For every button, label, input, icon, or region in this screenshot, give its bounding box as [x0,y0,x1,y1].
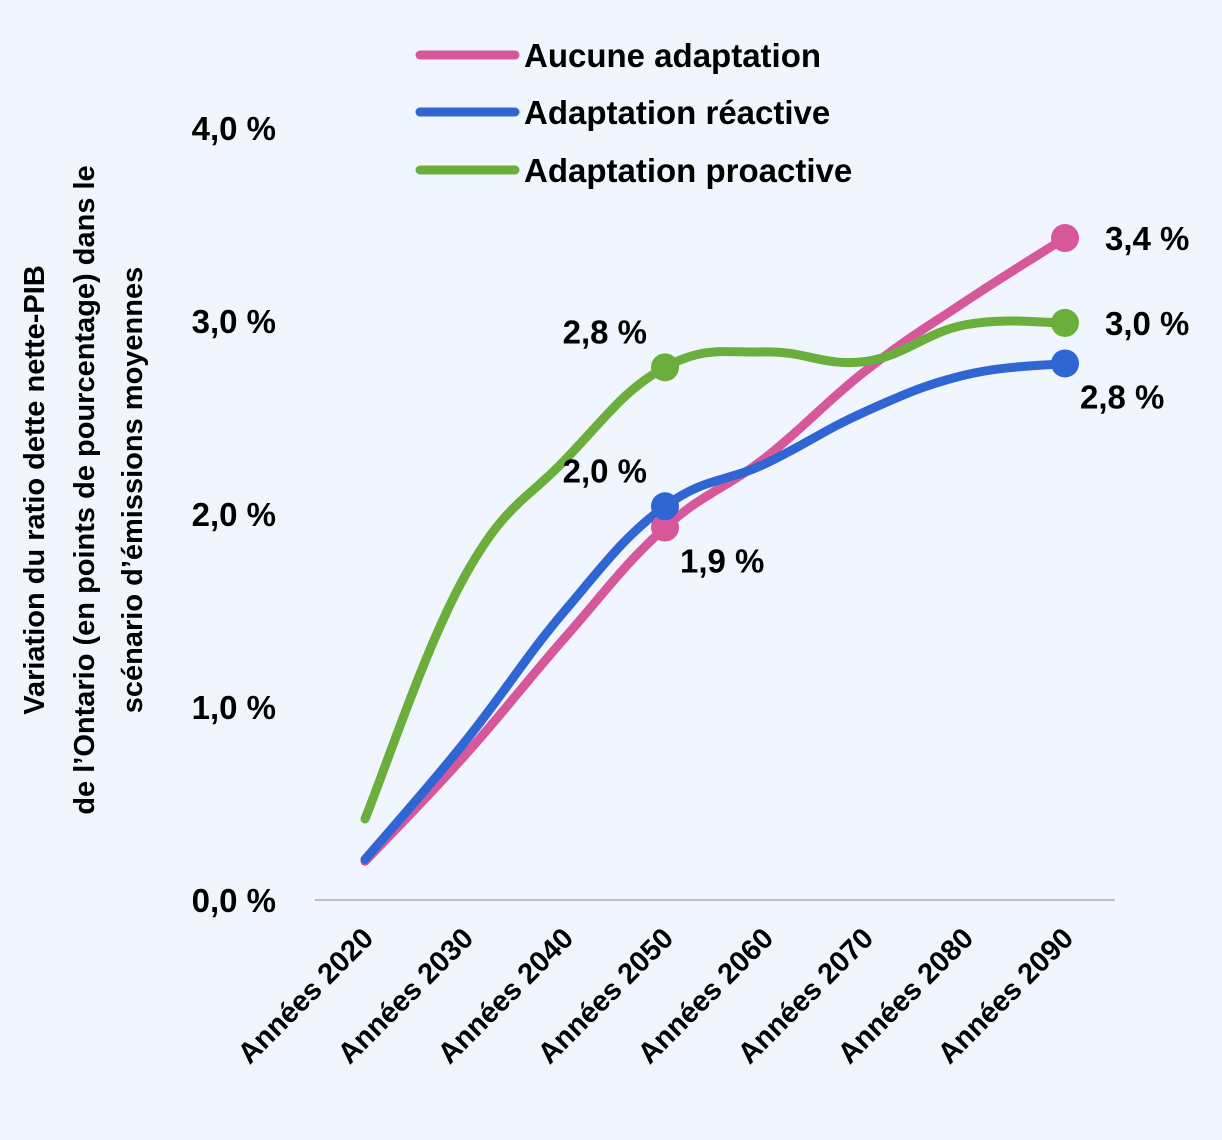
data-label: 2,8 % [1080,378,1164,415]
series-marker [1051,308,1079,337]
series-marker [651,492,679,521]
y-axis-title-line: de l’Ontario (en points de pourcentage) … [69,165,101,814]
data-label: 3,0 % [1105,305,1189,342]
y-tick-label: 1,0 % [192,689,276,726]
series-marker [1051,349,1079,378]
y-tick-label: 0,0 % [192,882,276,919]
y-tick-label: 2,0 % [192,496,276,533]
data-label: 2,8 % [563,313,647,350]
y-tick-label: 4,0 % [192,110,276,147]
series-line [360,358,1070,864]
data-label: 3,4 % [1105,220,1189,257]
legend-label: Adaptation proactive [524,152,852,189]
y-axis-title: Variation du ratio dette nette-PIB de l’O… [19,165,149,814]
y-tick-label: 3,0 % [192,303,276,340]
legend: Aucune adaptation Adaptation réactive Adap… [415,37,852,189]
data-label: 2,0 % [563,452,647,489]
data-labels: 1,9 % 3,4 % 2,8 % 3,0 % 2,0 % 2,8 % [563,220,1190,580]
series-markers [651,224,1079,542]
series-marker [1051,224,1079,253]
legend-label: Aucune adaptation [524,37,821,74]
series-line [360,233,1070,866]
series-marker [651,513,679,542]
legend-label: Adaptation réactive [524,94,830,131]
y-tick-labels: 0,0 % 1,0 % 2,0 % 3,0 % 4,0 % [192,110,276,919]
data-label: 1,9 % [680,543,764,580]
y-axis-title-line: scénario d’émissions moyennes [117,267,149,713]
y-axis-title-line: Variation du ratio dette nette-PIB [19,265,51,715]
series-marker [651,353,679,382]
